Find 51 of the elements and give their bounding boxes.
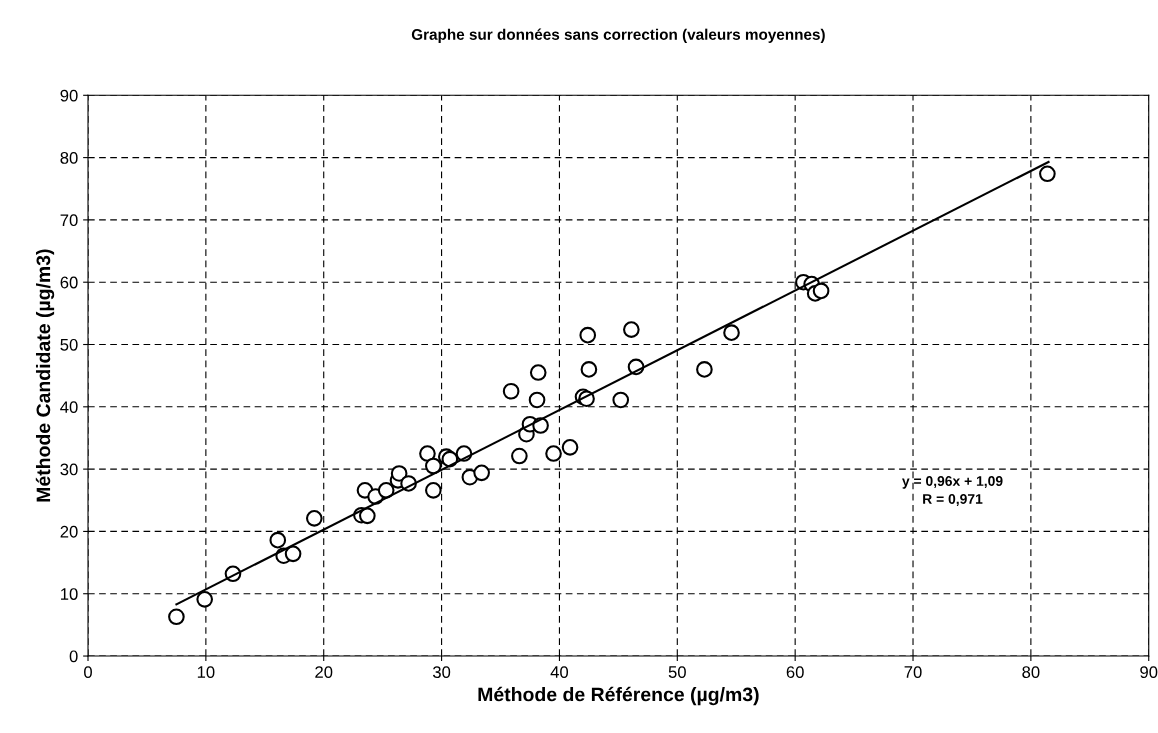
point [579,326,597,344]
point [425,457,442,475]
point [529,364,547,381]
point [473,464,490,482]
x-tick-label: 60 [786,666,804,678]
point [502,382,520,400]
point [168,608,185,626]
point [528,391,546,409]
point [284,545,302,563]
y-tick-label: 10 [61,588,78,600]
x-tick-label: 30 [432,666,451,678]
point [511,447,528,465]
y-tick-label: 30 [60,463,78,476]
point [612,391,630,409]
point [305,510,323,527]
y-axis-title: Méthode Candidate (µg/m3) [35,249,55,502]
point [419,445,436,462]
y-tick-label: 70 [60,214,78,227]
point [1039,165,1056,183]
point [425,481,442,499]
y-tick-label: 20 [60,525,78,538]
point [359,507,376,525]
x-tick-label: 10 [197,666,215,678]
annotation: R = 0,971 [923,494,983,506]
point [812,282,830,300]
x-tick-label: 20 [315,666,333,678]
point [623,321,640,338]
point [696,361,713,378]
point [390,465,408,482]
y-tick-label: 60 [60,276,78,289]
y-tick-label: 50 [60,338,78,351]
annotation: y = 0,96x + 1,09 [902,476,1003,489]
x-tick-label: 90 [1140,666,1158,678]
point [377,481,395,499]
x-tick-label: 70 [904,666,922,678]
chart-title: Graphe sur données sans correction (valeurs moyennes) [411,28,825,43]
point [545,445,562,462]
x-tick-label: 80 [1022,666,1040,678]
y-tick-label: 80 [60,152,78,164]
point [723,324,740,341]
y-tick-label: 40 [60,401,78,414]
point [580,361,598,378]
point [269,531,287,549]
x-tick-label: 50 [668,666,686,678]
x-tick-label: 40 [550,666,569,678]
y-tick-label: 0 [69,650,78,663]
point [196,591,214,608]
point [561,438,579,456]
y-tick-label: 90 [60,89,78,102]
x-tick-label: 0 [84,666,92,678]
x-axis-title: Méthode de Référence (µg/m3) [478,686,759,706]
